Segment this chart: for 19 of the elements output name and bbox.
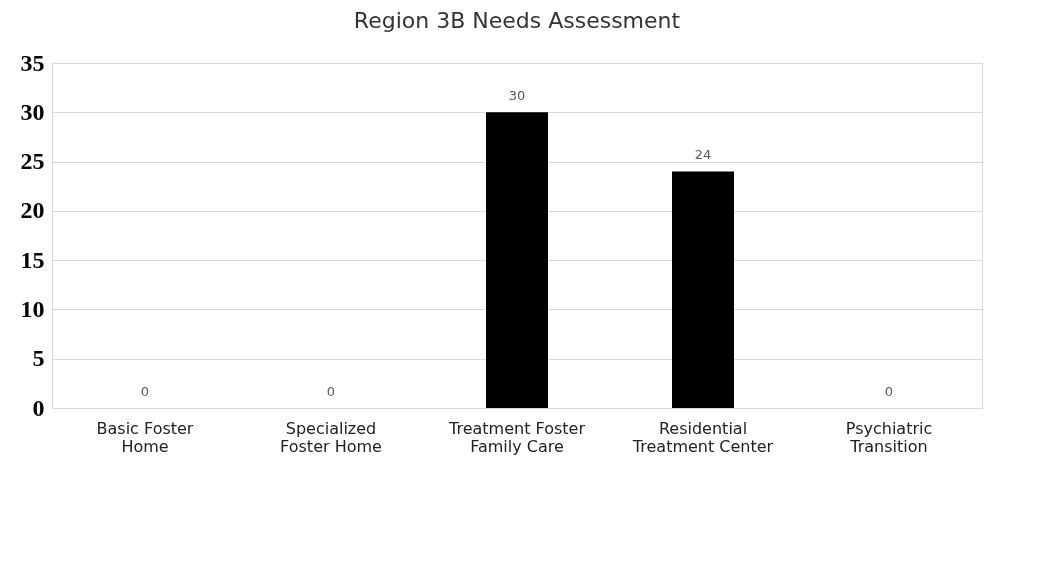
data-label: 0 (140, 384, 150, 399)
y-tick-label: 35 (20, 49, 45, 76)
y-tick-label: 25 (20, 148, 45, 175)
y-tick-label: 10 (20, 295, 45, 322)
y-tick-label: 5 (32, 345, 45, 372)
x-tick-label: Basic Foster Home (96, 418, 194, 456)
x-tick-label: Residential Treatment Center (631, 418, 774, 456)
data-label: 30 (508, 88, 526, 104)
x-tick-label: Specialized Foster Home (280, 418, 382, 456)
x-tick-label: Treatment Foster Family Care (448, 418, 586, 456)
data-label: 24 (694, 147, 712, 163)
y-tick-label: 15 (20, 246, 45, 273)
y-tick-label: 30 (20, 98, 45, 125)
chart-title: Region 3B Needs Assessment (353, 8, 681, 33)
x-tick-label: Psychiatric Transition (845, 418, 933, 456)
data-label: 0 (326, 384, 336, 399)
y-tick-label: 20 (20, 197, 45, 224)
y-tick-label: 0 (32, 394, 45, 421)
data-label: 0 (884, 384, 894, 399)
